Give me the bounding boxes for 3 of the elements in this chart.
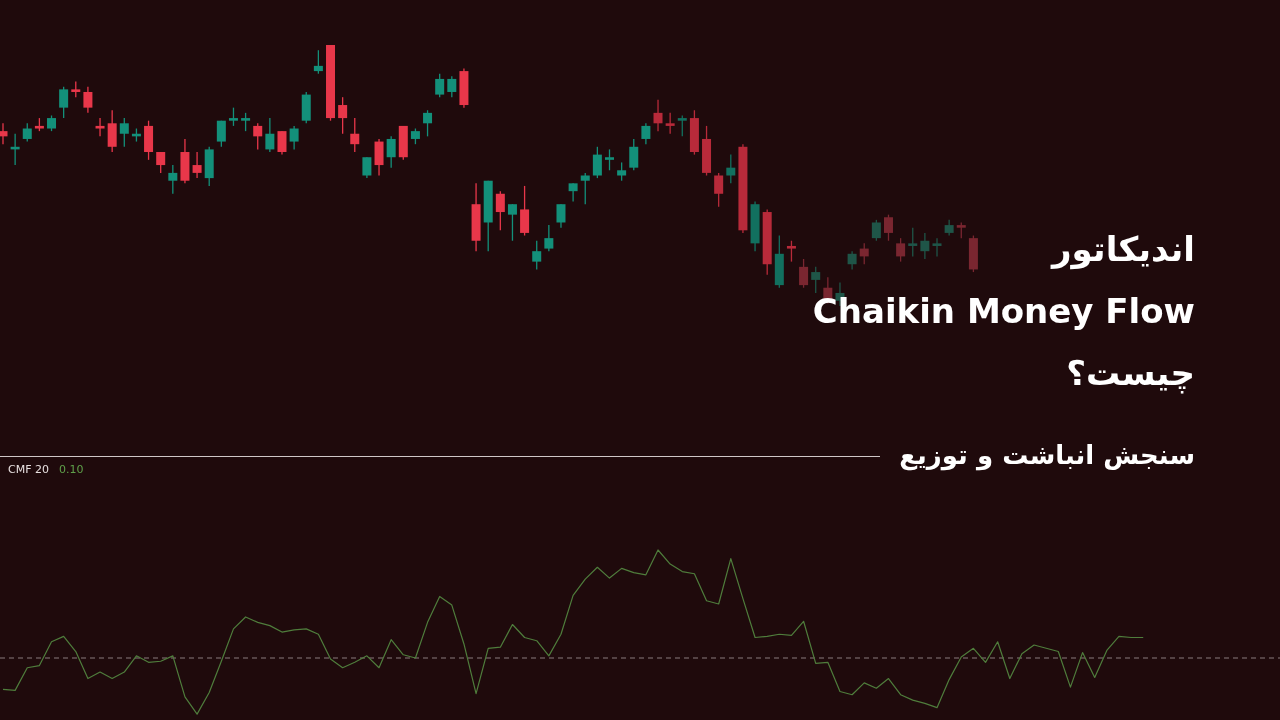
text: 0.10: [59, 463, 84, 476]
chart-title: CMF 20: [8, 463, 49, 476]
text: سنجش انباشت و توزیع: [899, 440, 1195, 470]
